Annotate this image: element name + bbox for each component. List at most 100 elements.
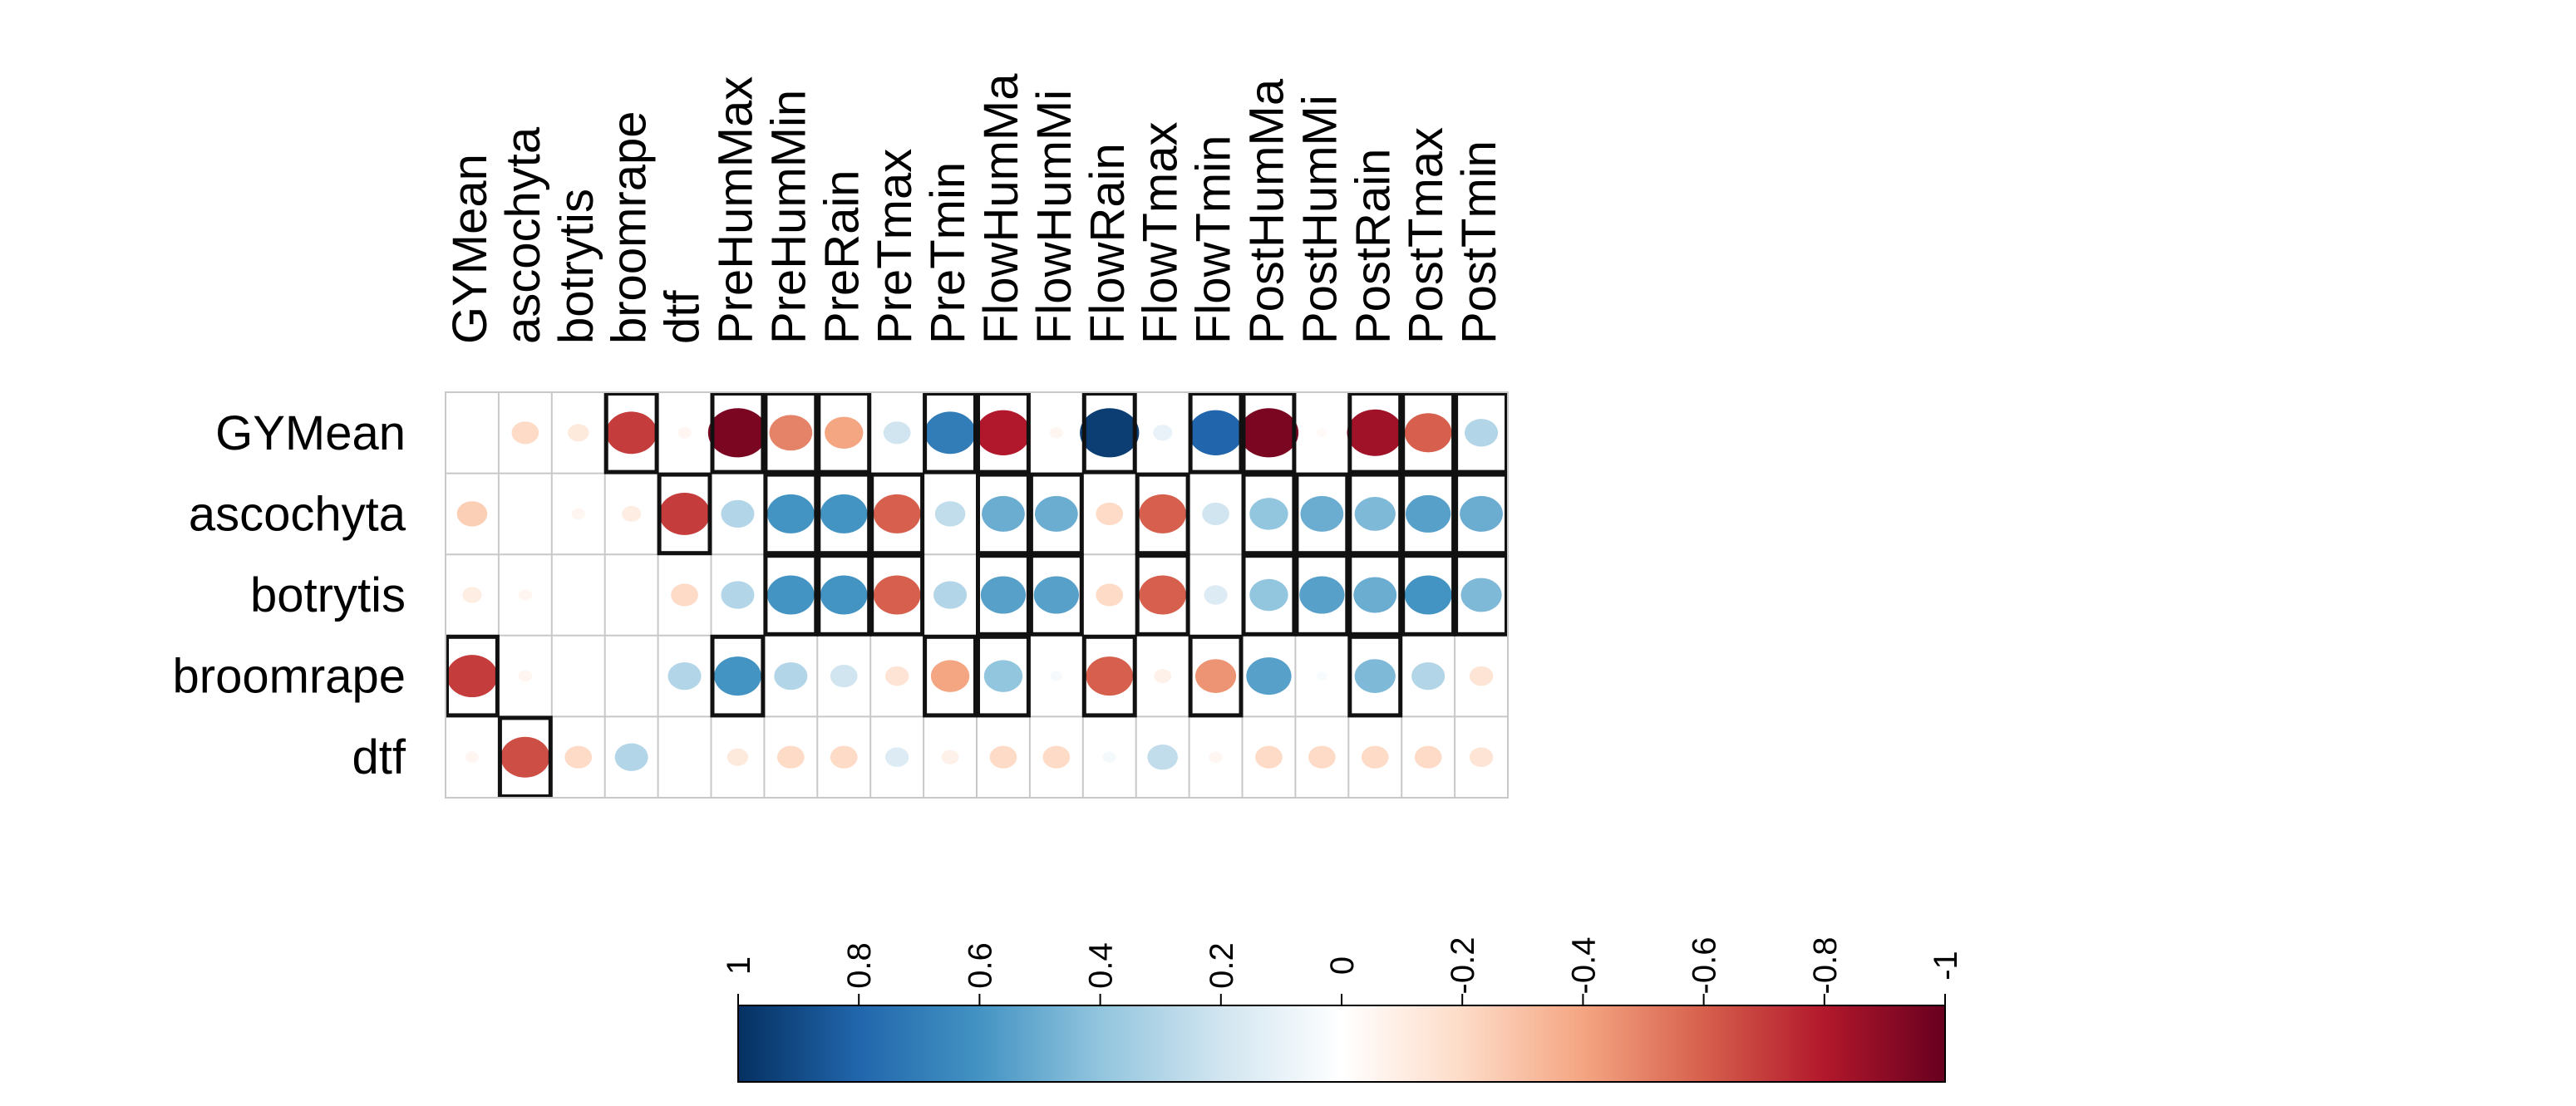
corr-circle-botrytis-PostTmin [1460,578,1502,612]
significance-box-GYMean-PostHumMa [1241,391,1297,474]
corr-circle-GYMean-PostTmin [1465,419,1499,447]
column-label-botrytis: botrytis [549,189,603,344]
significance-box-GYMean-PostRain [1347,391,1403,474]
colorbar-gradient [737,1005,1946,1083]
corr-circle-GYMean-PreHumMax [707,408,768,458]
corr-circle-botrytis-PostRain [1353,577,1397,613]
column-label-PostHumMa: PostHumMa [1239,78,1293,344]
corr-circle-ascochyta-PreTmax [873,494,921,533]
corr-circle-botrytis-FlowHumMi [1033,576,1079,614]
corr-circle-ascochyta-PreHumMax [721,499,755,528]
significance-box-botrytis-PostHumMi [1294,553,1350,637]
significance-box-GYMean-PreTmin [923,391,978,474]
corr-circle-ascochyta-FlowTmin [1202,502,1229,525]
row-label-broomrape: broomrape [173,650,406,704]
corr-circle-botrytis-PreTmax [873,575,921,615]
column-label-PreTmin: PreTmin [921,162,975,344]
corr-circle-broomrape-PreHumMax [714,656,761,696]
colorbar-tick-labels: 1 0.8 0.6 0.4 0.2 0 -0.2 -0.4 -0.6 -0.8 -1 [721,937,1964,995]
colorbar-tick-label: -0.4 [1565,937,1602,995]
corr-circle-ascochyta-PostRain [1354,497,1396,531]
corr-circle-dtf-PostHumMa [1255,745,1283,769]
corr-circle-broomrape-PreHumMin [774,661,808,691]
corr-circle-broomrape-PostTmin [1469,666,1494,686]
row-label-dtf: dtf [352,730,406,784]
corr-circle-ascochyta-PreHumMin [767,494,815,533]
corr-circle-ascochyta-FlowRain [1096,502,1124,525]
corr-circle-broomrape-PostHumMi [1317,671,1327,681]
corr-circle-GYMean-dtf [677,427,692,439]
corr-circle-broomrape-PreTmax [884,666,909,686]
significance-box-botrytis-PostTmin [1454,553,1509,637]
corr-circle-ascochyta-PostTmax [1406,494,1451,533]
significance-box-botrytis-FlowTmax [1135,553,1190,637]
column-label-FlowTmax: FlowTmax [1134,122,1188,344]
corr-circle-dtf-PreRain [830,745,858,769]
significance-box-broomrape-FlowRain [1081,634,1137,718]
corr-circle-broomrape-PostHumMa [1246,657,1292,696]
corr-circle-dtf-FlowTmin [1209,751,1223,763]
correlation-circles [446,408,1503,778]
corr-circle-botrytis-PreTmin [933,581,968,609]
corr-circle-botrytis-FlowRain [1096,583,1124,607]
colorbar-tick-label: 0.4 [1083,942,1120,989]
corr-circle-GYMean-PreTmin [924,411,976,455]
corr-circle-ascochyta-GYMean [456,501,488,527]
significance-box-GYMean-FlowTmin [1188,391,1244,474]
corr-circle-botrytis-FlowTmin [1204,585,1228,605]
corr-circle-botrytis-PostHumMa [1249,578,1288,612]
corr-circle-ascochyta-PreRain [820,494,868,533]
corr-circle-ascochyta-PostTmin [1460,495,1503,532]
significance-box-GYMean-PreRain [816,391,872,474]
significance-box-ascochyta-PostTmin [1454,472,1509,556]
corr-circle-dtf-PreTmax [884,747,909,767]
corr-circle-GYMean-PostTmax [1404,413,1452,453]
corr-circle-broomrape-FlowHumMi [1050,671,1063,681]
column-label-PreHumMin: PreHumMin [761,90,815,344]
corr-circle-dtf-PostRain [1361,745,1389,769]
corr-circle-botrytis-FlowHumMa [980,576,1027,614]
corr-circle-GYMean-FlowRain [1080,408,1140,458]
corr-circle-dtf-broomrape [614,743,648,771]
corr-circle-broomrape-PostTmax [1411,661,1446,691]
corr-circle-GYMean-broomrape [606,411,658,455]
colorbar-ticks [737,994,1946,1005]
corr-circle-dtf-FlowHumMi [1042,745,1071,769]
significance-box-ascochyta-PreTmax [869,472,925,556]
column-label-PreTmax: PreTmax [868,149,922,344]
corr-circle-broomrape-FlowTmax [1154,669,1171,684]
corr-circle-botrytis-PreRain [820,575,868,615]
significance-box-ascochyta-PostTmax [1401,472,1456,556]
colorbar-tick-label: 0.2 [1204,942,1240,989]
significance-box-broomrape-PostRain [1347,634,1403,718]
significance-box-botrytis-FlowHumMa [976,553,1031,637]
colorbar-tick-label: 0.8 [841,942,878,989]
corr-circle-broomrape-PostRain [1354,659,1396,693]
significance-box-botrytis-PreRain [816,553,872,637]
column-label-broomrape: broomrape [603,111,657,344]
significance-box-ascochyta-PostHumMi [1294,472,1350,556]
corr-circle-botrytis-PreHumMax [721,581,755,609]
corr-circle-broomrape-PreRain [830,665,858,688]
corr-circle-GYMean-ascochyta [511,421,539,445]
matrix-border [445,391,1509,799]
significance-box-ascochyta-FlowHumMa [976,472,1031,556]
corr-circle-GYMean-PostHumMa [1239,408,1299,458]
significance-box-botrytis-PostHumMa [1241,553,1297,637]
significance-box-botrytis-PreTmax [869,553,925,637]
corr-circle-GYMean-FlowTmax [1153,425,1173,441]
corr-circle-GYMean-botrytis [568,424,589,442]
significance-box-GYMean-PostTmin [1454,391,1509,474]
significance-box-botrytis-PostTmax [1401,553,1456,637]
significance-box-broomrape-FlowHumMa [976,634,1031,718]
corr-circle-broomrape-FlowHumMa [983,660,1023,692]
significance-box-GYMean-PreHumMin [763,391,819,474]
corr-circle-botrytis-dtf [671,583,698,607]
corr-circle-botrytis-ascochyta [518,589,533,601]
row-labels: GYMean ascochyta botrytis broomrape dtf [173,406,406,784]
significance-box-ascochyta-FlowTmax [1135,472,1190,556]
colorbar-tick-label: 1 [721,956,757,975]
corr-circle-botrytis-FlowTmax [1139,575,1186,615]
corr-circle-dtf-FlowRain [1102,751,1116,763]
